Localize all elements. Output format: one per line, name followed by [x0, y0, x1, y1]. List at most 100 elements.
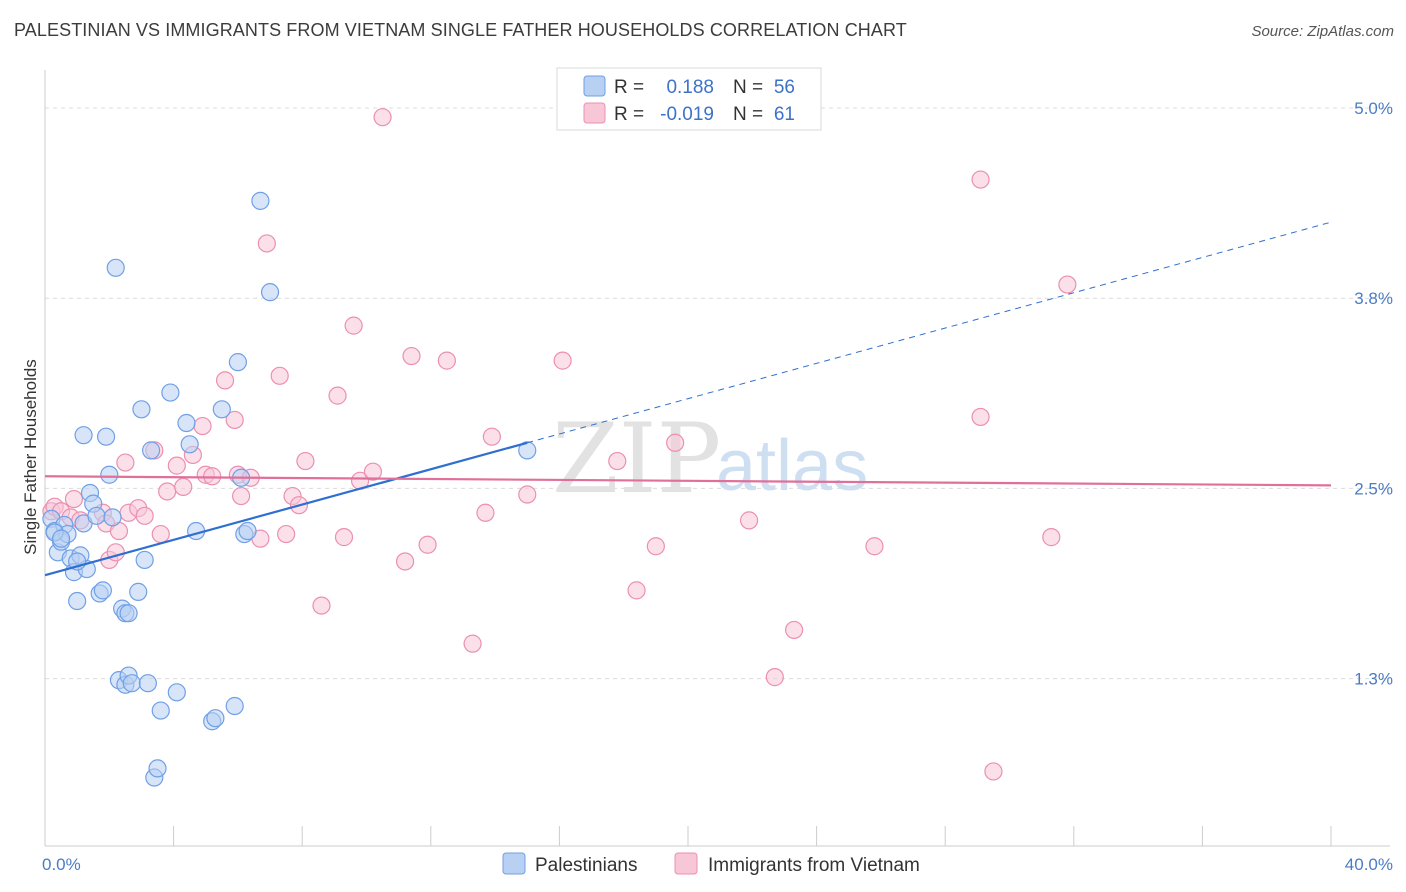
vietnam-point: [116, 453, 135, 472]
palestinians-point: [129, 582, 148, 601]
palestinians-point: [212, 400, 231, 419]
palestinians-point: [68, 591, 87, 611]
vietnam-point: [765, 668, 784, 687]
vietnam-point: [257, 234, 276, 253]
palestinians-point: [138, 674, 157, 693]
vietnam-point: [174, 477, 193, 497]
palestinians-point: [141, 441, 161, 460]
vietnam-point: [203, 467, 222, 486]
vietnam-point: [277, 524, 296, 544]
palestinians-point: [74, 426, 93, 445]
y-tick-labels: 5.0% 3.8% 2.5% 1.3%: [1354, 99, 1393, 689]
palestinians-point: [167, 683, 186, 702]
watermark-zip: ZIP: [552, 403, 721, 515]
palestinians-point: [225, 696, 244, 716]
palestinians-point: [132, 400, 151, 419]
palestinians-point: [177, 413, 196, 433]
legend-n-label-1: N =: [733, 77, 763, 98]
legend-r-label-2: R =: [614, 104, 644, 125]
vietnam-point: [344, 316, 363, 335]
palestinians-point: [180, 435, 199, 454]
palestinians-point: [161, 383, 180, 402]
vietnam-point: [463, 634, 482, 653]
vietnam-point: [476, 503, 495, 522]
legend-n-value-2: 61: [774, 104, 795, 125]
x-tick-label-min: 0.0%: [42, 855, 81, 874]
palestinians-point: [135, 550, 154, 570]
palestinians-point: [251, 191, 270, 210]
source-label: Source: ZipAtlas.com: [1251, 23, 1394, 40]
vietnam-point: [971, 170, 990, 189]
bottom-legend-palestinians: Palestinians: [535, 855, 637, 876]
trend-lines: [44, 221, 1332, 577]
vietnam-point: [865, 537, 884, 556]
grid-lines: [45, 107, 1390, 680]
vietnam-point: [158, 482, 177, 501]
palestinians-point: [238, 521, 257, 541]
vietnam-point: [971, 407, 990, 427]
vietnam-point: [167, 456, 186, 475]
x-tick-label-max: 40.0%: [1345, 855, 1393, 874]
vietnam-trend-line: [44, 475, 1332, 487]
palestinians-point: [106, 258, 125, 277]
palestinians-point: [93, 581, 112, 600]
vietnam-point: [984, 762, 1003, 781]
palestinians-point: [119, 604, 138, 623]
palestinians-point: [518, 441, 537, 460]
vietnam-point: [418, 535, 437, 554]
vietnam-point: [608, 451, 627, 471]
bottom-legend-vietnam: Immigrants from Vietnam: [708, 855, 920, 876]
palestinians-point: [103, 508, 122, 527]
palestinians-point: [87, 506, 106, 525]
vietnam-point: [666, 433, 685, 452]
vietnam-point: [225, 410, 244, 430]
vietnam-point: [363, 462, 383, 481]
palestinians-point: [228, 353, 247, 372]
vietnam-point: [784, 620, 804, 640]
vietnam-point: [328, 386, 347, 405]
vietnam-point: [395, 552, 415, 571]
vietnam-point: [215, 371, 235, 390]
vietnam-point: [270, 366, 289, 385]
vietnam-point: [646, 537, 665, 556]
vietnam-point: [1042, 528, 1061, 547]
vietnam-point: [437, 351, 456, 370]
palestinians-point: [51, 529, 71, 548]
legend-swatch-pink: [583, 102, 606, 124]
vietnam-point: [151, 524, 170, 544]
vietnam-point: [296, 451, 315, 471]
vietnam-point: [627, 581, 646, 600]
vietnam-point: [553, 351, 572, 370]
palestinians-point: [122, 674, 141, 693]
bottom-legend: Palestinians Immigrants from Vietnam: [502, 852, 920, 876]
legend-r-label-1: R =: [614, 77, 644, 98]
watermark: ZIP atlas: [552, 403, 868, 515]
palestinians-point: [260, 283, 280, 302]
axes: [44, 70, 1390, 847]
palestinians-point: [148, 759, 167, 778]
vietnam-point: [482, 427, 501, 446]
vietnam-point: [1058, 275, 1077, 294]
vietnam-point: [64, 489, 84, 509]
legend-n-value-1: 56: [774, 77, 795, 98]
vietnam-point: [193, 416, 212, 436]
palestinians-trend-line: [44, 441, 528, 577]
vietnam-point: [232, 486, 251, 506]
y-tick-label: 3.8%: [1354, 289, 1393, 308]
bottom-legend-swatch-pink: [674, 852, 698, 875]
vietnam-point: [334, 528, 354, 547]
legend-n-label-2: N =: [733, 104, 763, 125]
vietnam-point: [312, 596, 331, 615]
legend-swatch-blue: [583, 75, 606, 97]
vietnam-point: [135, 506, 154, 525]
vietnam-point: [402, 346, 421, 366]
legend-r-value-1: 0.188: [666, 77, 714, 98]
y-tick-label: 2.5%: [1354, 479, 1393, 498]
palestinians-point: [206, 709, 225, 728]
palestinians-point: [151, 701, 170, 720]
y-axis-label: Single Father Households: [21, 359, 40, 555]
chart-title: PALESTINIAN VS IMMIGRANTS FROM VIETNAM S…: [14, 20, 907, 40]
legend: R = 0.188 N = 56 R = -0.019 N = 61: [556, 67, 822, 131]
legend-r-value-2: -0.019: [660, 104, 714, 125]
